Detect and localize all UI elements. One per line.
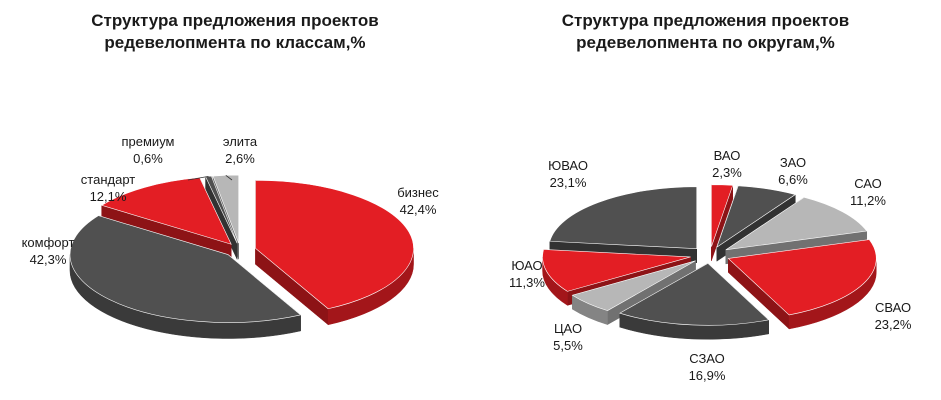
chart-title: Структура предложения проектов редевелоп… bbox=[470, 10, 941, 54]
slice-name: бизнес bbox=[397, 185, 439, 200]
slice-label-biznes: бизнес 42,4% bbox=[397, 185, 439, 217]
slice-label-standart: стандарт 12,1% bbox=[81, 172, 135, 204]
pie-slice-sao bbox=[725, 196, 868, 251]
slice-name: СВАО bbox=[875, 300, 911, 315]
slice-label-premium: премиум 0,6% bbox=[122, 134, 175, 166]
slice-name: ВАО bbox=[714, 148, 741, 163]
slice-value: 23,1% bbox=[550, 175, 587, 190]
pie-slice-standart bbox=[100, 177, 232, 245]
slice-name: ЦАО bbox=[554, 321, 582, 336]
pie-slice-biznes bbox=[255, 180, 414, 310]
chart-title-line: Структура предложения проектов bbox=[91, 11, 379, 30]
slice-name: элита bbox=[223, 134, 258, 149]
slice-name: премиум bbox=[122, 134, 175, 149]
leader-line-elita bbox=[225, 175, 233, 181]
slice-label-yuvao: ЮВАО 23,1% bbox=[548, 158, 588, 190]
slice-value: 0,6% bbox=[133, 151, 163, 166]
slice-name: ЗАО bbox=[780, 155, 806, 170]
slice-label-komfort: комфорт 42,3% bbox=[22, 235, 75, 267]
slice-label-yuao: ЮАО 11,3% bbox=[509, 258, 545, 290]
chart-title-line: редевелопмента по округам,% bbox=[576, 33, 835, 52]
pie-slice-szao bbox=[619, 262, 770, 326]
slice-value: 5,5% bbox=[553, 338, 583, 353]
slice-value: 2,6% bbox=[225, 151, 255, 166]
pie-slice-zao bbox=[716, 185, 797, 248]
pie-slice-yuvao bbox=[549, 186, 698, 250]
chart-title-line: редевелопмента по классам,% bbox=[104, 33, 366, 52]
slice-label-szao: СЗАО 16,9% bbox=[689, 351, 726, 383]
slice-value: 12,1% bbox=[90, 189, 127, 204]
slice-value: 2,3% bbox=[712, 165, 742, 180]
slice-name: ЮАО bbox=[511, 258, 542, 273]
chart-title: Структура предложения проектов редевелоп… bbox=[0, 10, 470, 54]
slice-label-zao: ЗАО 6,6% bbox=[778, 155, 808, 187]
slice-value: 11,2% bbox=[850, 193, 886, 208]
slice-label-elita: элита 2,6% bbox=[223, 134, 258, 166]
slice-value: 42,4% bbox=[400, 202, 437, 217]
pie-chart: бизнес 42,4% комфорт 42,3% стандарт 12,1% прем… bbox=[22, 134, 439, 339]
pie-chart: ВАО 2,3% ЗАО 6,6% САО 11,2% СВАО 23,2% СЗАО 16,9%… bbox=[509, 148, 912, 383]
slice-label-sao: САО 11,2% bbox=[850, 176, 886, 208]
slice-name: стандарт bbox=[81, 172, 135, 187]
pie-slice-komfort bbox=[69, 215, 302, 323]
slice-name: ЮВАО bbox=[548, 158, 588, 173]
slice-name: СЗАО bbox=[689, 351, 725, 366]
pie-slice-svao bbox=[727, 239, 877, 316]
district-structure-chart: Структура предложения проектов редевелоп… bbox=[470, 0, 941, 400]
slice-name: комфорт bbox=[22, 235, 75, 250]
slice-value: 11,3% bbox=[509, 275, 545, 290]
slice-label-svao: СВАО 23,2% bbox=[875, 300, 912, 332]
pie-slice-tsao bbox=[571, 260, 696, 311]
slice-value: 16,9% bbox=[689, 368, 726, 383]
slice-value: 6,6% bbox=[778, 172, 808, 187]
leader-line-premium bbox=[187, 175, 209, 181]
chart-title-line: Структура предложения проектов bbox=[561, 11, 850, 30]
slice-label-tsao: ЦАО 5,5% bbox=[553, 321, 583, 353]
pie-slice-yuao bbox=[542, 249, 691, 292]
pie-slice-vao bbox=[711, 184, 734, 247]
slice-value: 23,2% bbox=[875, 317, 912, 332]
slice-name: САО bbox=[854, 176, 882, 191]
slice-value: 42,3% bbox=[30, 252, 67, 267]
slice-label-vao: ВАО 2,3% bbox=[712, 148, 742, 180]
class-structure-chart: Структура предложения проектов редевелоп… bbox=[0, 0, 470, 400]
